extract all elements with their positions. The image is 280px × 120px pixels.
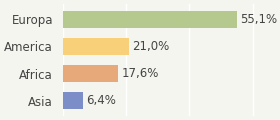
Text: 55,1%: 55,1% bbox=[240, 13, 277, 26]
Bar bbox=[63, 65, 118, 82]
Text: 17,6%: 17,6% bbox=[122, 67, 159, 80]
Bar bbox=[63, 11, 237, 28]
Bar bbox=[63, 92, 83, 109]
Text: 21,0%: 21,0% bbox=[132, 40, 169, 53]
Bar bbox=[63, 38, 129, 55]
Text: 6,4%: 6,4% bbox=[86, 94, 116, 107]
